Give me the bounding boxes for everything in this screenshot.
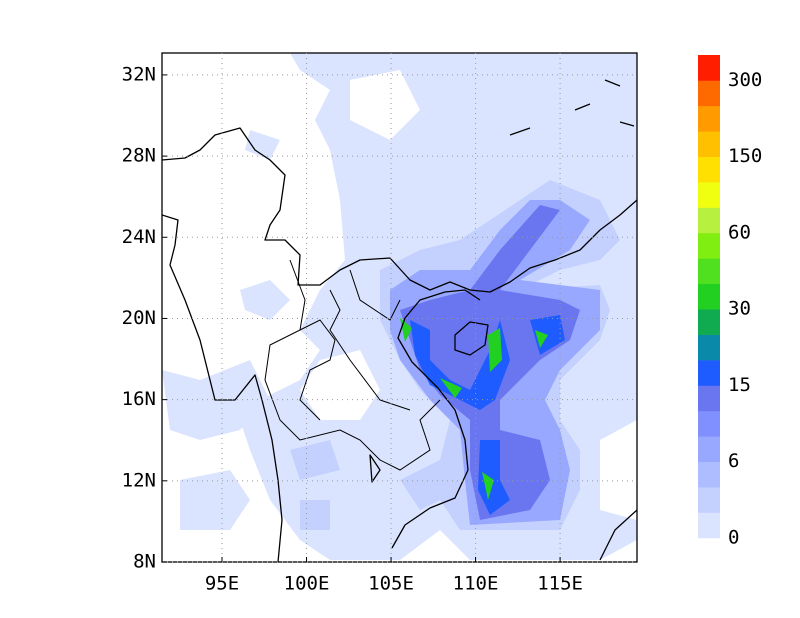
colorbar-label: 6 <box>728 450 739 472</box>
colorbar-swatch <box>698 512 720 539</box>
y-tick-label: 12N <box>122 469 156 491</box>
precipitation-field <box>162 53 637 560</box>
colorbar-swatch <box>698 232 720 259</box>
colorbar-label: 0 <box>728 527 739 549</box>
colorbar-swatch <box>698 487 720 513</box>
colorbar-swatch <box>698 309 720 335</box>
x-tick-label: 110E <box>453 573 499 595</box>
x-tick-label: 115E <box>537 573 583 595</box>
colorbar-swatch <box>698 436 720 463</box>
y-tick-label: 28N <box>122 145 156 167</box>
colorbar-swatch <box>698 360 720 386</box>
x-tick-label: 105E <box>368 573 414 595</box>
colorbar: 0 6 15 30 60 150 300 <box>698 55 762 549</box>
colorbar-swatch <box>698 334 720 361</box>
colorbar-swatch <box>698 156 720 183</box>
colorbar-label: 15 <box>728 374 751 396</box>
colorbar-swatch <box>698 80 720 107</box>
coastlines <box>162 79 637 562</box>
y-tick-label: 32N <box>122 63 156 85</box>
colorbar-swatch <box>698 283 720 310</box>
y-tick-label: 16N <box>122 388 156 410</box>
colorbar-swatch <box>698 385 720 412</box>
colorbar-swatch <box>698 182 720 208</box>
plot-frame <box>161 52 638 563</box>
colorbar-swatch <box>698 258 720 285</box>
colorbar-label: 60 <box>728 221 751 243</box>
colorbar-swatch <box>698 207 720 234</box>
colorbar-label: 30 <box>728 298 751 320</box>
y-tick-label: 24N <box>122 226 156 248</box>
colorbar-label: 150 <box>728 145 762 167</box>
axes: 95E 100E 105E 110E 115E 8N 12N 16N 20N 24N 28N 32N <box>122 53 637 595</box>
colorbar-swatch <box>698 461 720 488</box>
y-tick-label: 20N <box>122 307 156 329</box>
x-tick-label: 95E <box>205 573 239 595</box>
colorbar-swatch <box>698 105 720 132</box>
x-tick-label: 100E <box>284 573 330 595</box>
colorbar-swatch <box>698 131 720 157</box>
colorbar-swatch <box>698 55 720 81</box>
y-tick-label: 8N <box>133 551 156 573</box>
colorbar-swatch <box>698 410 720 437</box>
colorbar-label: 300 <box>728 69 762 91</box>
